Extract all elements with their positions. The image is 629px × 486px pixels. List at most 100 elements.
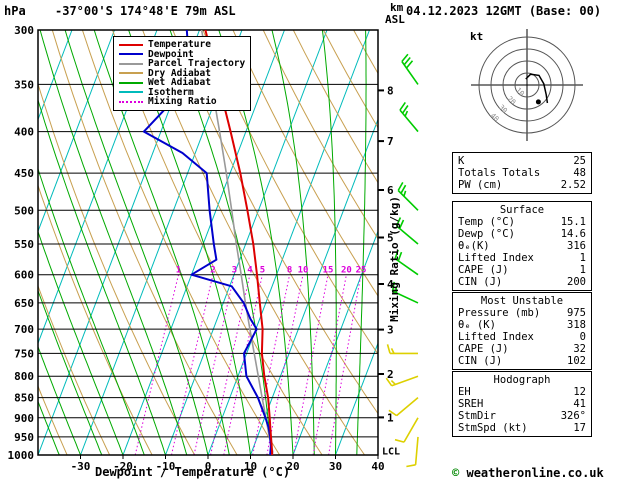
pressure-tick-label: 650 bbox=[14, 297, 34, 310]
isotherm-line bbox=[250, 118, 378, 455]
x-axis-title: Dewpoint / Temperature (°C) bbox=[95, 465, 291, 479]
legend-label: Dewpoint bbox=[148, 48, 194, 60]
stat-value: 0 bbox=[579, 331, 586, 343]
wind-barb bbox=[391, 281, 419, 304]
mixing-ratio-value-label: 3 bbox=[232, 266, 237, 276]
stat-label: CIN (J) bbox=[458, 355, 503, 367]
legend: Temperature Dewpoint Parcel Trajectory Dry … bbox=[113, 36, 252, 111]
temp-tick-label: 0 bbox=[205, 460, 212, 473]
stat-value: 15.1 bbox=[560, 216, 586, 228]
stat-row: StmSpd (kt) 17 bbox=[458, 422, 586, 434]
legend-swatch-parcel bbox=[119, 62, 143, 65]
axes-layer: 3003504004505005506006507007508008509009… bbox=[8, 24, 401, 473]
dry-adiabat-line bbox=[262, 30, 378, 240]
stat-row: PW (cm) 2.52 bbox=[458, 179, 586, 191]
stat-row: CAPE (J) 1 bbox=[458, 264, 586, 276]
legend-label: Isotherm bbox=[148, 86, 194, 98]
stat-label: Totals Totals bbox=[458, 167, 541, 179]
isotherm-line bbox=[292, 229, 378, 455]
stat-label: Temp (°C) bbox=[458, 216, 515, 228]
pressure-tick-label: 350 bbox=[14, 78, 34, 91]
pressure-tick-label: 500 bbox=[14, 204, 34, 217]
hodograph-axes bbox=[471, 29, 583, 141]
mixing-ratio-value-label: 8 bbox=[287, 266, 292, 276]
stats-box-title: Most Unstable bbox=[480, 295, 564, 307]
stat-row: StmDir 326° bbox=[458, 410, 586, 422]
temp-tick-label: -20 bbox=[113, 460, 133, 473]
pressure-tick-label: 800 bbox=[14, 370, 34, 383]
wind-barb bbox=[399, 101, 419, 133]
mixing-ratio-axis-title: Mixing Ratio (g/kg) bbox=[388, 196, 401, 322]
legend-label: Wet Adiabat bbox=[148, 77, 211, 88]
copyright-symbol: © bbox=[452, 466, 460, 480]
stat-value: 17 bbox=[573, 422, 586, 434]
mixing-ratio-value-label: 10 bbox=[298, 266, 309, 276]
wind-barb bbox=[394, 249, 419, 276]
stat-label: Lifted Index bbox=[458, 331, 534, 343]
stat-row: CAPE (J) 32 bbox=[458, 343, 586, 355]
wind-barb bbox=[388, 397, 419, 417]
mixing-ratio-value-label: 4 bbox=[247, 266, 253, 276]
pressure-tick-label: 600 bbox=[14, 269, 34, 282]
km-axis-unit-label: km bbox=[390, 1, 404, 14]
mixing-ratio-value-label: 20 bbox=[341, 266, 352, 276]
datetime-label: 04.12.2023 12GMT (Base: 00) bbox=[406, 4, 602, 18]
stat-label: K bbox=[458, 155, 465, 167]
stat-value: 200 bbox=[567, 276, 586, 288]
wind-barb bbox=[395, 217, 419, 245]
stats-box-title: Surface bbox=[499, 204, 545, 216]
legend-item: Dry Adiabat bbox=[119, 68, 245, 79]
legend-swatch-mixing_ratio bbox=[119, 100, 143, 103]
wind-barb bbox=[394, 417, 419, 443]
storm-motion-dot bbox=[535, 99, 541, 105]
temp-tick-label: 40 bbox=[371, 460, 384, 473]
hodograph-ring bbox=[502, 60, 552, 110]
pressure-tick-label: 300 bbox=[14, 24, 34, 37]
legend-label: Temperature bbox=[148, 39, 211, 50]
isotherm-line bbox=[38, 30, 73, 121]
hodograph-ring bbox=[490, 48, 564, 122]
stat-value: 318 bbox=[567, 319, 586, 331]
stat-label: StmSpd (kt) bbox=[458, 422, 528, 434]
stat-value: 326° bbox=[560, 410, 586, 422]
km-tick-label: 1 bbox=[387, 411, 394, 424]
stat-value: 2.52 bbox=[560, 179, 586, 191]
stat-row: Temp (°C) 15.1 bbox=[458, 216, 586, 228]
pressure-tick-label: 700 bbox=[14, 323, 34, 336]
hodograph-unit-label: kt bbox=[470, 30, 483, 43]
stat-value: 12 bbox=[573, 386, 586, 398]
stat-label: PW (cm) bbox=[458, 179, 503, 191]
mixing-ratio-line bbox=[171, 274, 214, 455]
mixing-ratio-value-label: 5 bbox=[260, 266, 265, 276]
stat-value: 32 bbox=[573, 343, 586, 355]
hodograph-ring-label: 10 bbox=[514, 86, 526, 98]
km-tick-label: 8 bbox=[387, 84, 394, 97]
stat-row: θₑ (K) 318 bbox=[458, 319, 586, 331]
stat-value: 1 bbox=[579, 252, 586, 264]
stat-label: SREH bbox=[458, 398, 484, 410]
hodograph-ring bbox=[478, 36, 576, 134]
km-tick-label: 3 bbox=[387, 324, 394, 337]
stat-row: θₑ(K) 316 bbox=[458, 240, 586, 252]
mixing-ratio-value-label: 1 bbox=[176, 266, 181, 276]
copyright: © weatheronline.co.uk bbox=[452, 466, 604, 480]
dewpoint-curve bbox=[142, 30, 272, 455]
legend-swatch-isotherm bbox=[119, 91, 143, 94]
pressure-tick-label: 1000 bbox=[8, 449, 35, 462]
temp-tick-label: -10 bbox=[156, 460, 176, 473]
km-tick-label: 4 bbox=[387, 278, 394, 291]
stat-label: Dewp (°C) bbox=[458, 228, 515, 240]
plot-frame bbox=[37, 29, 379, 456]
temp-tick-label: 10 bbox=[244, 460, 257, 473]
stat-row: Lifted Index 1 bbox=[458, 252, 586, 264]
legend-item: Temperature bbox=[119, 40, 245, 50]
legend-swatch-dewpoint bbox=[119, 53, 143, 56]
wind-barb bbox=[385, 375, 419, 387]
legend-item: Parcel Trajectory bbox=[119, 59, 245, 69]
legend-item: Isotherm bbox=[119, 86, 245, 98]
dry-adiabat-line bbox=[232, 30, 378, 297]
pressure-tick-label: 750 bbox=[14, 347, 34, 360]
legend-label: Parcel Trajectory bbox=[148, 58, 246, 69]
wind-barb bbox=[397, 182, 419, 211]
